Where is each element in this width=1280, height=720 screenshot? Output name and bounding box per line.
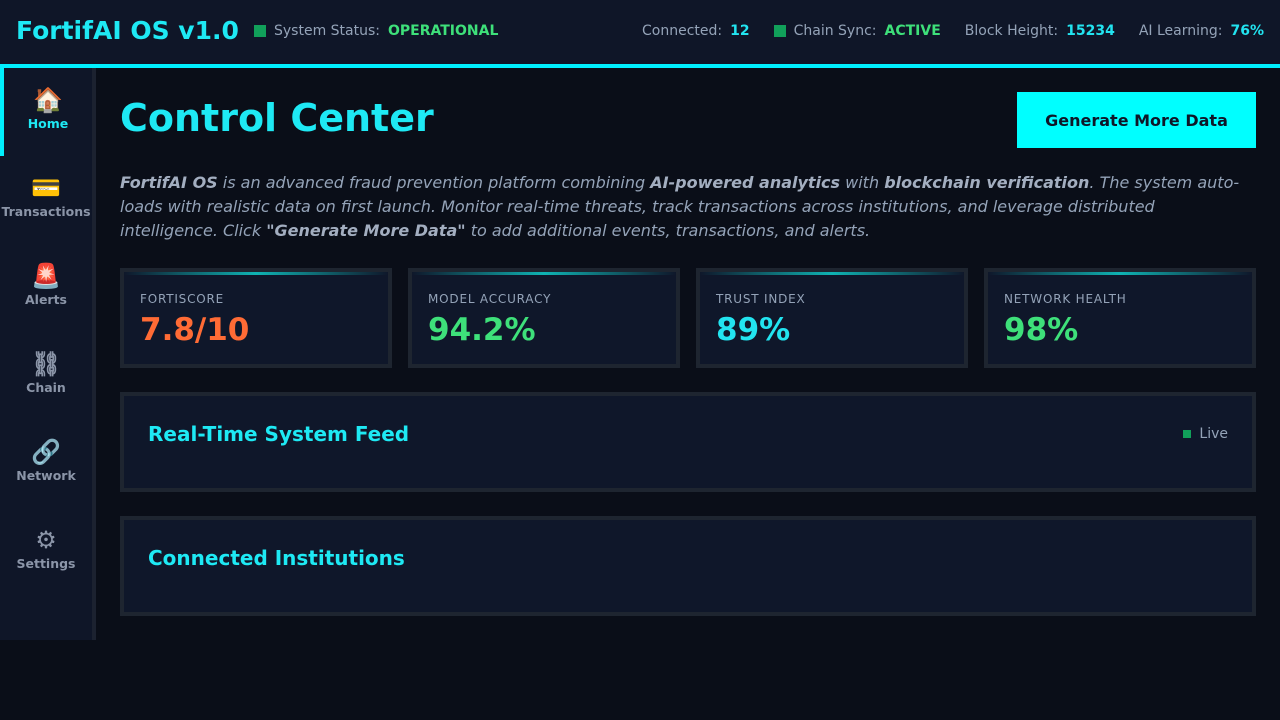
panel-title: Connected Institutions — [148, 546, 405, 570]
description-text: is an advanced fraud prevention platform… — [217, 173, 651, 192]
status-item: Connected: 12 — [642, 23, 750, 39]
status-item: AI Learning: 76% — [1139, 23, 1264, 39]
status-group: Connected: 12 Chain Sync: ACTIVE Block Heigh… — [642, 0, 1264, 39]
nav-item[interactable]: 🔗 Network — [0, 420, 92, 508]
nav-item[interactable]: ⛓ Chain — [0, 332, 92, 420]
status-item: Block Height: 15234 — [965, 23, 1115, 39]
status-value: 76% — [1230, 23, 1264, 39]
metric-card: TRUST INDEX 89% — [696, 268, 968, 368]
panel: Connected Institutions — [120, 516, 1256, 616]
status-label: AI Learning: — [1138, 23, 1223, 39]
nav-icon: ⛓ — [30, 350, 62, 378]
live-indicator — [1183, 430, 1192, 438]
nav-label: Network — [16, 468, 76, 483]
nav-icon: 🔗 — [31, 438, 61, 466]
nav-icon: 💳 — [31, 174, 61, 202]
metric-label: FORTISCORE — [140, 292, 225, 306]
description-text: blockchain verification — [884, 173, 1090, 192]
metric-card: NETWORK HEALTH 98% — [984, 268, 1256, 368]
generate-button[interactable]: Generate More Data — [1017, 92, 1256, 148]
metric-label: NETWORK HEALTH — [1004, 292, 1127, 306]
metric-label: TRUST INDEX — [716, 292, 806, 306]
status-label: Block Height: — [964, 23, 1059, 39]
status-indicator — [773, 25, 786, 37]
metric-value: 98% — [1004, 312, 1079, 348]
description-text: with — [840, 173, 885, 192]
status-indicator — [254, 25, 266, 37]
live-label: Live — [1199, 426, 1228, 442]
status-item: Chain Sync: ACTIVE — [773, 23, 941, 39]
metric-value: 89% — [716, 312, 791, 348]
metric-value: 94.2% — [428, 312, 536, 348]
description-text: AI-powered analytics — [650, 173, 841, 192]
description-text: to add additional events, transactions, … — [465, 221, 871, 240]
description-text: FortifAI OS — [120, 173, 218, 192]
app-title: FortifAI OS v1.0 — [16, 16, 239, 45]
nav-item[interactable]: 🚨 Alerts — [0, 244, 92, 332]
nav-label: Alerts — [24, 292, 68, 307]
nav-item[interactable]: ⚙ Settings — [0, 508, 92, 596]
metric-card: FORTISCORE 7.8/10 — [120, 268, 392, 368]
description: FortifAI OS is an advanced fraud prevent… — [120, 171, 1256, 243]
live-badge: Live — [1183, 426, 1228, 442]
metric-label: MODEL ACCURACY — [428, 292, 552, 306]
nav-label: Chain — [26, 380, 66, 395]
panel-title: Real-Time System Feed — [148, 422, 410, 446]
nav-item[interactable]: 🏠 Home — [0, 68, 92, 156]
status-value: 12 — [730, 23, 750, 39]
nav-icon: 🏠 — [33, 86, 63, 114]
metric-card: MODEL ACCURACY 94.2% — [408, 268, 680, 368]
page-title: Control Center — [120, 96, 434, 140]
nav-label: Transactions — [1, 204, 91, 219]
status-label: Chain Sync: — [793, 23, 877, 39]
metric-value: 7.8/10 — [140, 312, 250, 348]
panel: Real-Time System Feed Live — [120, 392, 1256, 492]
status-label: System Status: — [274, 23, 380, 39]
status-item: System Status: OPERATIONAL — [254, 23, 498, 39]
nav-label: Home — [27, 116, 69, 131]
status-value: ACTIVE — [884, 23, 941, 39]
nav-icon: ⚙ — [35, 526, 57, 554]
nav-item[interactable]: 💳 Transactions — [0, 156, 92, 244]
description-text: "Generate More Data" — [266, 221, 466, 240]
status-label: Connected: — [642, 23, 723, 39]
status-value: 15234 — [1066, 23, 1115, 39]
nav-icon: 🚨 — [31, 262, 61, 290]
nav-label: Settings — [16, 556, 76, 571]
status-value: OPERATIONAL — [387, 23, 499, 39]
sidebar: 🏠 Home 💳 Transactions 🚨 Alerts ⛓ Chain 🔗 Network ⚙… — [0, 68, 96, 640]
description-text: . The system auto-loads with realistic d… — [120, 173, 1240, 240]
top-bar: FortifAI OS v1.0 System Status: OPERATION… — [0, 0, 1280, 68]
